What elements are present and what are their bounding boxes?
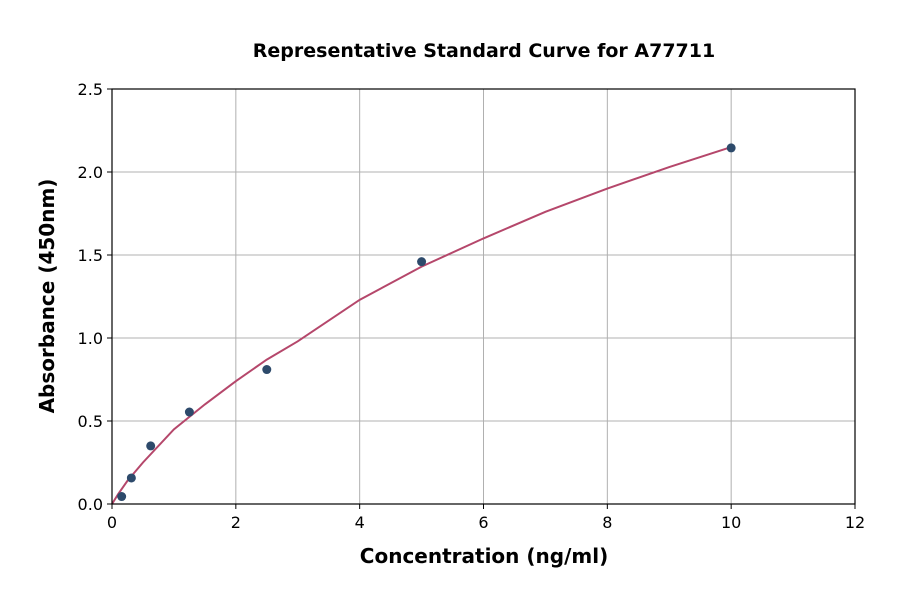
y-axis-label: Absorbance (450nm): [35, 179, 59, 414]
data-point: [726, 143, 736, 153]
x-axis-label: Concentration (ng/ml): [360, 544, 608, 568]
fit-curve: [111, 146, 732, 505]
data-point: [417, 257, 427, 267]
x-tick-label: 8: [602, 513, 612, 532]
y-tick-label: 1.5: [78, 246, 103, 265]
y-tick-label: 0.0: [78, 495, 103, 514]
y-tick-label: 2.5: [78, 80, 103, 99]
y-tick-label: 2.0: [78, 163, 103, 182]
y-tick-label: 1.0: [78, 329, 103, 348]
y-tick-label: 0.5: [78, 412, 103, 431]
x-tick-label: 6: [478, 513, 488, 532]
chart-title: Representative Standard Curve for A77711: [253, 40, 715, 62]
data-point: [117, 492, 127, 502]
plot-frame: [111, 88, 856, 505]
x-tick-label: 10: [721, 513, 741, 532]
x-tick-label: 0: [107, 513, 117, 532]
data-point: [184, 407, 194, 417]
x-tick-label: 12: [845, 513, 865, 532]
data-point: [126, 473, 136, 483]
data-point: [146, 441, 156, 451]
data-point: [262, 365, 272, 375]
x-tick-label: 2: [231, 513, 241, 532]
x-tick-label: 4: [355, 513, 365, 532]
